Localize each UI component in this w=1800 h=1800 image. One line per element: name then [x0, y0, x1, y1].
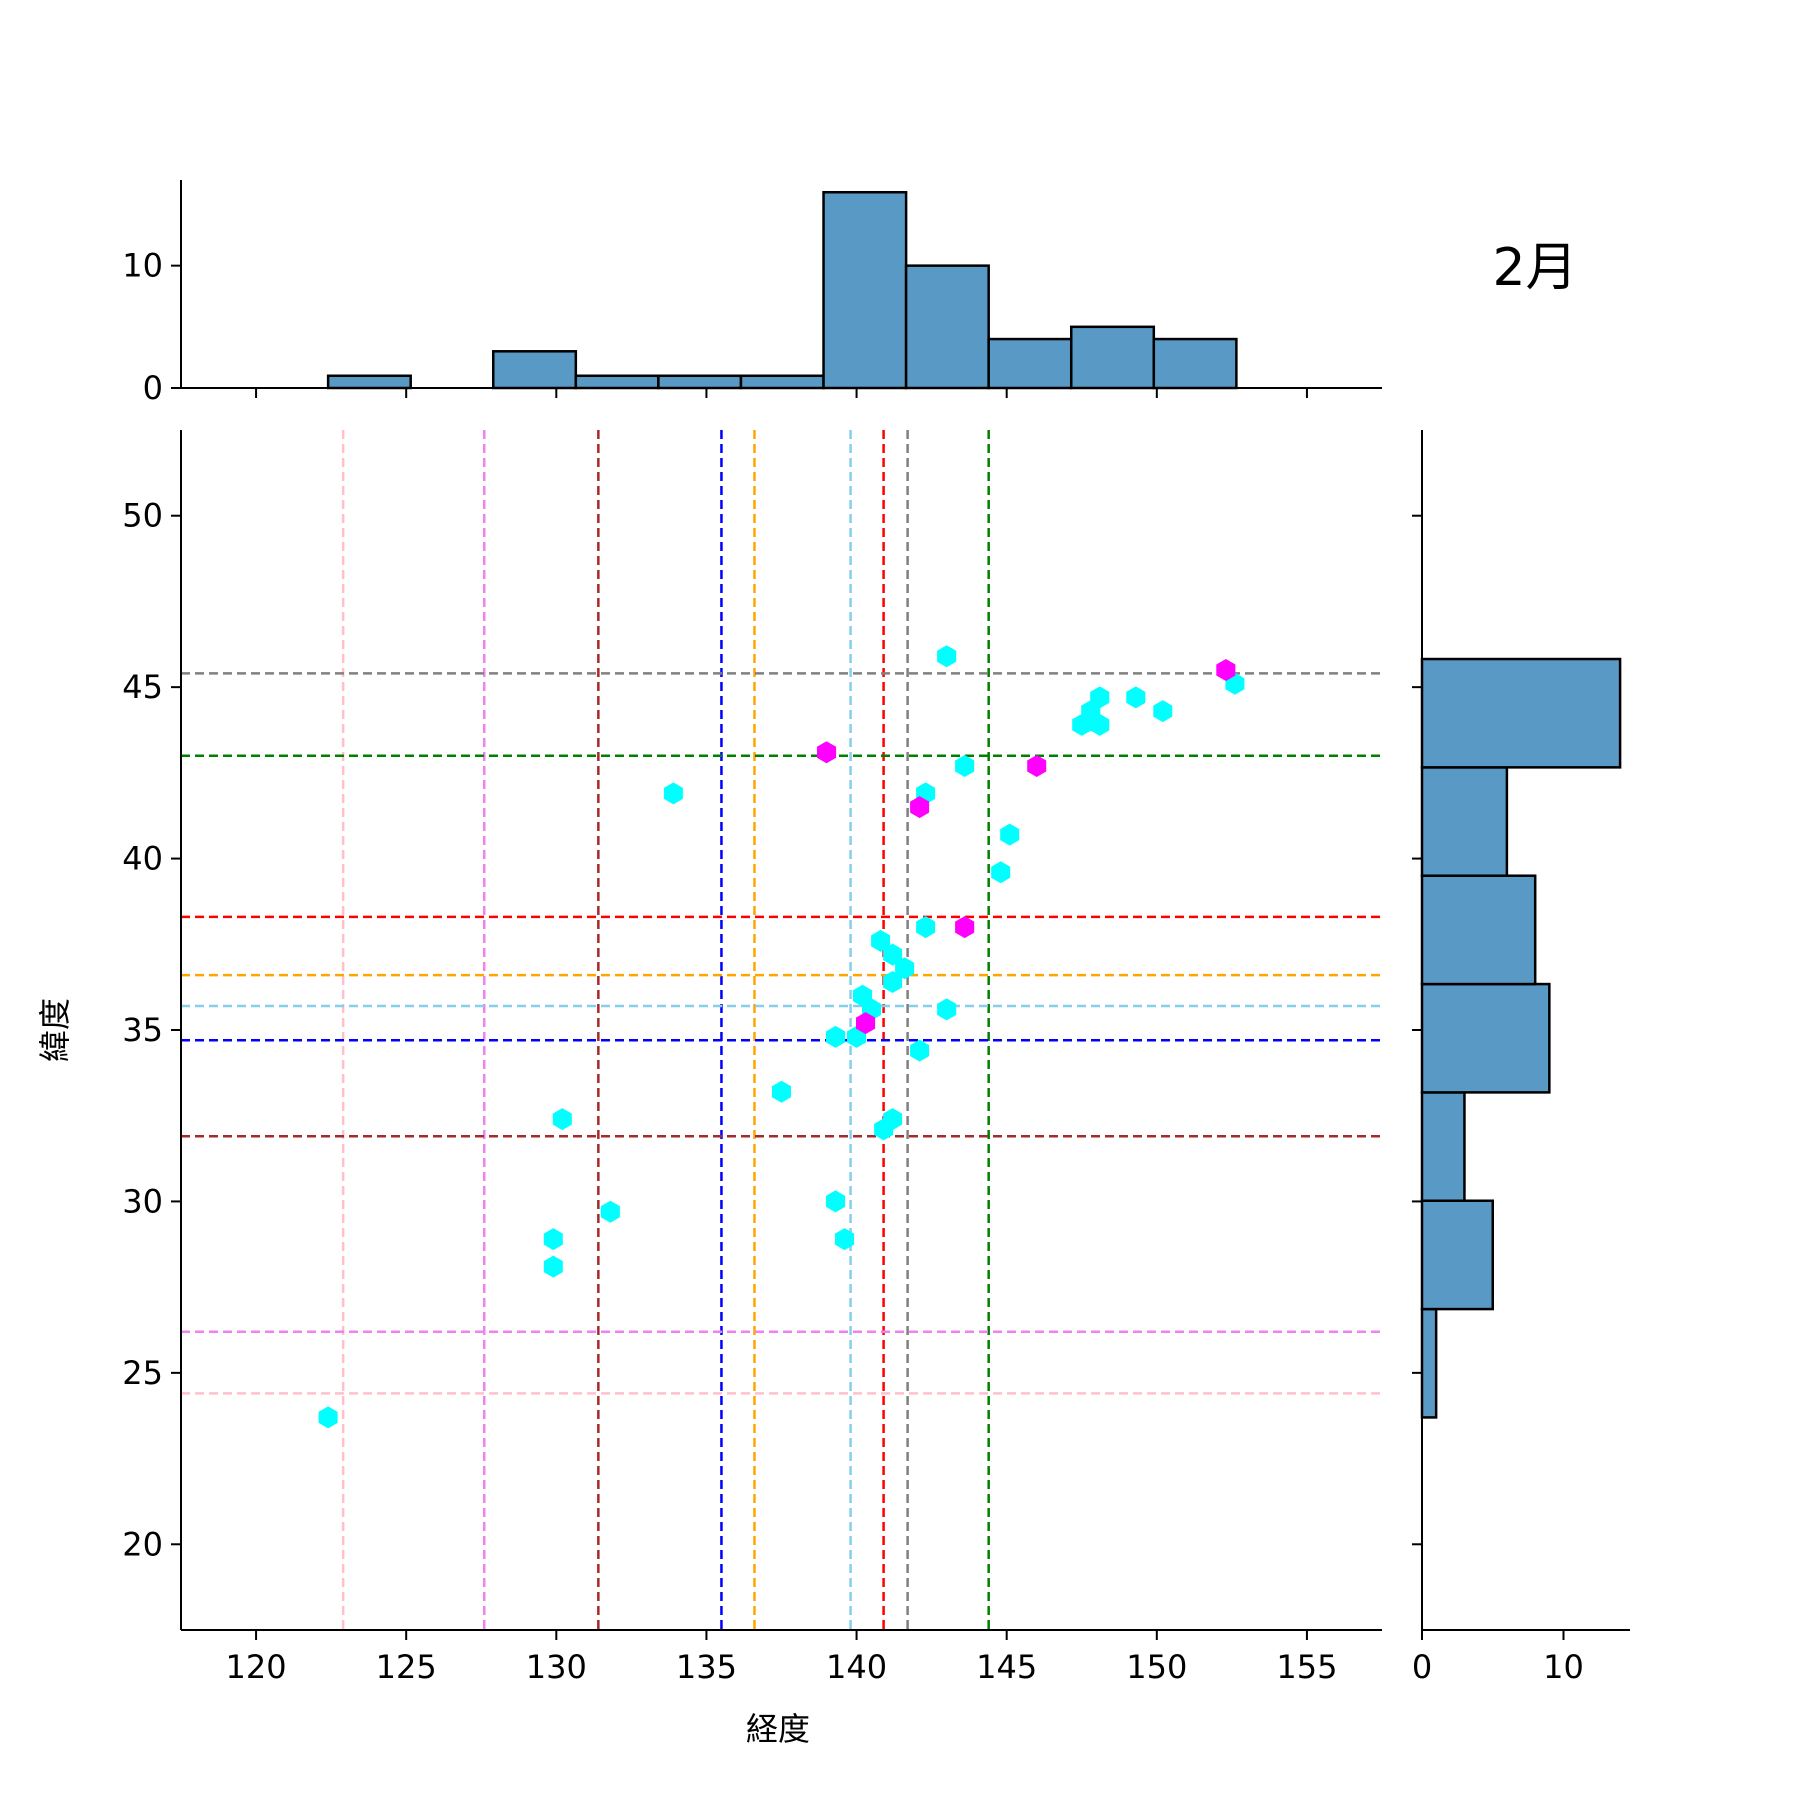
point-s0-22 — [937, 998, 957, 1021]
point-s0-1 — [543, 1255, 563, 1278]
top-hist-bar-0 — [326, 374, 412, 390]
x-tick-label-150: 150 — [1126, 1648, 1187, 1686]
top-hist-bar-6 — [822, 190, 908, 390]
point-s0-0 — [318, 1406, 338, 1429]
y-tick-label-50: 50 — [122, 497, 163, 535]
point-s0-24 — [955, 755, 975, 777]
right-hist-bar-1 — [1420, 1199, 1494, 1311]
point-s0-15 — [883, 1108, 903, 1131]
right-hist-bar-2 — [1420, 1091, 1466, 1202]
point-s0-7 — [826, 1190, 846, 1213]
reference-lines — [181, 430, 1382, 1630]
point-s0-5 — [663, 782, 683, 805]
point-s0-8 — [835, 1228, 855, 1251]
point-s0-16 — [883, 943, 903, 966]
y-tick-label-30: 30 — [122, 1182, 163, 1220]
top-hist-bar-8 — [987, 337, 1073, 390]
point-s1-2 — [910, 796, 930, 819]
x-axis-label: 経度 — [746, 1710, 810, 1748]
x-tick-label-135: 135 — [676, 1648, 737, 1686]
y-tick-label-20: 20 — [122, 1525, 163, 1563]
point-s0-32 — [1153, 700, 1173, 723]
point-s0-18 — [895, 957, 915, 980]
y-tick-label-35: 35 — [122, 1011, 163, 1049]
right-histogram: 0 10 — [1412, 430, 1630, 1686]
x-tick-label-130: 130 — [526, 1648, 587, 1686]
top-hist-bar-4 — [657, 374, 743, 390]
point-s0-4 — [600, 1200, 620, 1223]
right-hist-x-tick-label-0: 0 — [1412, 1648, 1432, 1686]
point-s1-3 — [955, 916, 975, 939]
y-axis-label: 緯度 — [36, 998, 74, 1062]
top-hist-bar-7 — [904, 264, 990, 390]
top-hist-bar-2 — [492, 350, 578, 390]
x-tick-label-145: 145 — [976, 1648, 1037, 1686]
right-hist-bar-4 — [1420, 874, 1537, 986]
point-s0-25 — [991, 861, 1011, 884]
y-tick-label-25: 25 — [122, 1354, 163, 1392]
point-s1-0 — [817, 741, 837, 764]
right-hist-bar-3 — [1420, 982, 1551, 1094]
point-s0-19 — [910, 1039, 930, 1062]
x-tick-label-120: 120 — [226, 1648, 287, 1686]
point-s0-9 — [826, 1025, 846, 1048]
point-s0-26 — [1000, 823, 1020, 846]
top-hist-bar-3 — [574, 374, 660, 390]
point-s1-5 — [1216, 659, 1236, 681]
point-s0-23 — [937, 645, 957, 668]
point-s0-20 — [916, 916, 936, 939]
point-s0-3 — [552, 1108, 572, 1131]
top-hist-bar-10 — [1152, 337, 1238, 390]
point-s0-29 — [1090, 713, 1110, 736]
main-scatter-plot: 120 125 130 135 140 145 150 155 20 25 30 35 40 45 50 — [122, 430, 1382, 1686]
x-tick-label-125: 125 — [376, 1648, 437, 1686]
point-s0-17 — [883, 971, 903, 993]
main-axes: 120 125 130 135 140 145 150 155 20 25 30 35 40 45 50 — [122, 430, 1382, 1686]
top-hist-y-tick-label-0: 0 — [143, 369, 163, 407]
point-s1-4 — [1027, 755, 1047, 777]
chart-title: 2月 — [1492, 238, 1577, 298]
point-s0-2 — [543, 1228, 563, 1251]
top-hist-bar-5 — [739, 374, 825, 390]
scatter-points — [318, 645, 1245, 1429]
top-hist-y-tick-label-10: 10 — [122, 247, 163, 285]
point-s0-31 — [1126, 686, 1146, 709]
right-hist-bar-6 — [1420, 657, 1622, 769]
top-hist-bar-9 — [1069, 325, 1156, 390]
point-s0-6 — [772, 1080, 791, 1103]
x-tick-label-155: 155 — [1276, 1648, 1337, 1686]
point-s0-30 — [1090, 686, 1110, 709]
point-s0-13 — [871, 929, 891, 952]
right-hist-x-tick-label-10: 10 — [1543, 1648, 1584, 1686]
x-tick-label-140: 140 — [826, 1648, 887, 1686]
right-hist-bar-0 — [1420, 1307, 1438, 1419]
y-tick-label-40: 40 — [122, 840, 163, 878]
y-tick-label-45: 45 — [122, 668, 163, 706]
point-s1-1 — [856, 1012, 876, 1035]
right-hist-bar-5 — [1420, 766, 1509, 877]
top-histogram: 0 10 — [122, 180, 1382, 407]
